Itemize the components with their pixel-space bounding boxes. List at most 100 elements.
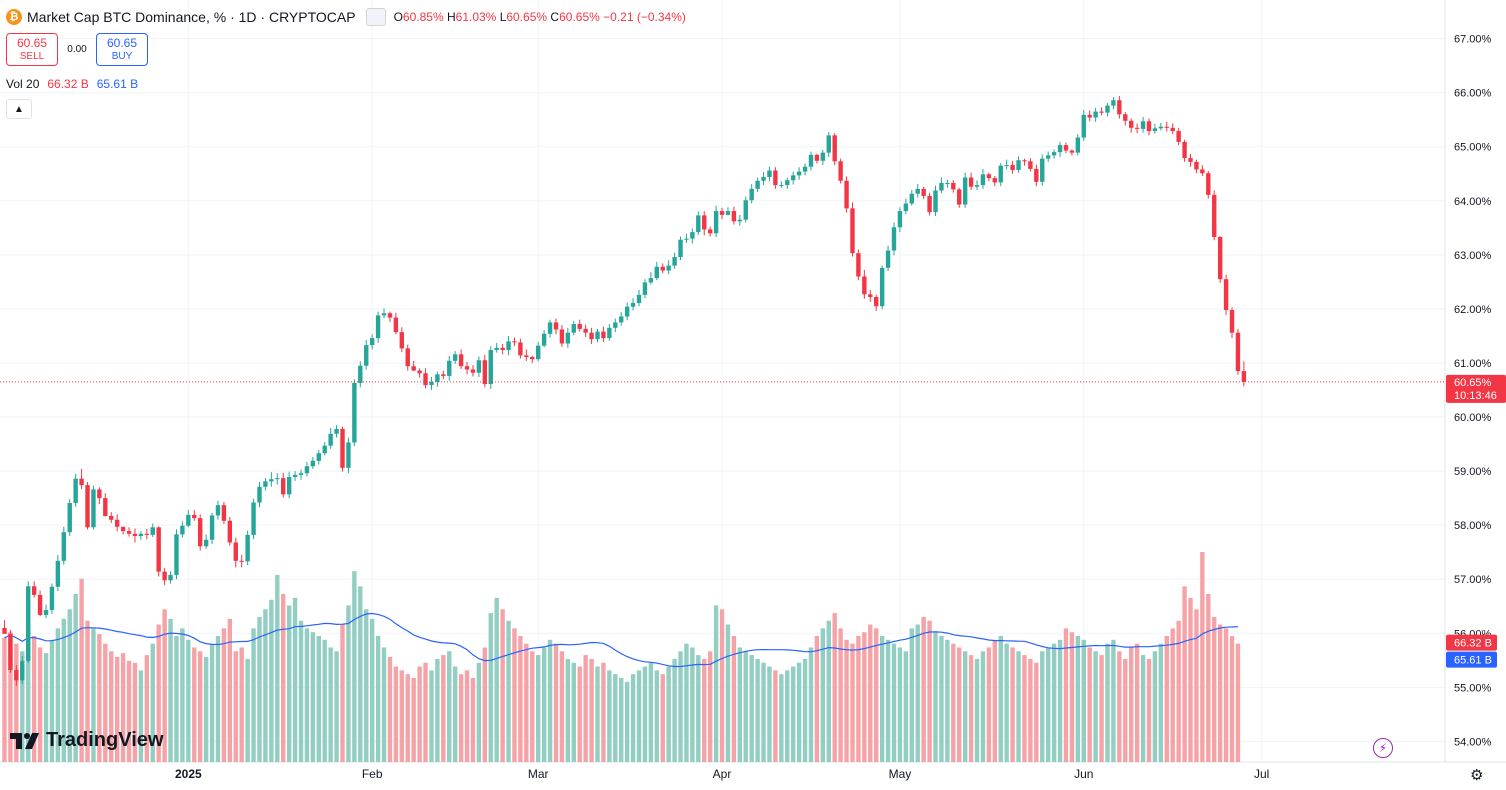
candle [951,180,956,193]
candle [103,493,108,517]
volume-bar [601,662,606,762]
volume-bar [696,655,701,762]
volume-bar [547,639,553,762]
candle [144,528,150,540]
candle-body [874,297,879,307]
candle-body [1028,161,1033,169]
candle [1129,118,1134,133]
lightning-icon[interactable]: ⚡ [1373,738,1393,758]
candle-body [962,177,968,205]
candle [316,450,321,465]
candle [986,172,992,182]
volume-bar [1212,616,1217,762]
x-tick-label: Feb [362,767,383,781]
symbol-title[interactable]: Market Cap BTC Dominance, % · 1D · CRYPT… [27,9,356,25]
candle [209,512,215,545]
candle-body [826,135,831,153]
candle-body [150,527,155,535]
volume-bar [707,651,713,762]
volume-bar [452,666,458,762]
candle-body [20,660,25,681]
candle [512,337,517,347]
candle [298,469,304,480]
candle-body [690,232,695,239]
volume-bar [1217,624,1223,762]
candle-body [951,182,956,190]
candle-body [885,250,891,268]
candle [215,500,221,520]
candle-body [672,257,677,266]
volume-bar [737,647,743,762]
candle [1176,127,1181,146]
candle [494,342,499,353]
candle [1063,142,1069,154]
volume-bar [470,678,476,762]
volume-bar [476,662,482,762]
volume-legend[interactable]: Vol 20 66.32 B 65.61 B [6,77,138,91]
buy-button[interactable]: 60.65 BUY [96,33,148,66]
volume-bar [571,662,576,762]
candle-body [452,354,458,361]
candle-body [773,170,778,186]
tradingview-logo[interactable]: TradingView [10,729,163,752]
volume-bar [1158,643,1164,762]
candle [14,665,19,686]
candle-body [506,341,511,350]
trade-buttons: 60.65 SELL 0.00 60.65 BUY [6,33,148,66]
candle-body [1016,160,1021,170]
volume-bar [1063,628,1069,762]
volume-bar [933,632,938,762]
volume-bar [624,681,630,762]
open-value: 60.85% [402,10,444,24]
candle [49,583,55,614]
volume-bar [897,647,903,762]
candle-body [352,382,357,443]
candle-body [174,534,179,575]
time-axis[interactable]: 2025 Feb Mar Apr May Jun Jul [175,767,1269,781]
sell-button[interactable]: 60.65 SELL [6,33,58,66]
candle [55,554,61,592]
volume-bar [168,618,173,762]
volume-bar [1200,552,1205,762]
candle [1093,107,1098,122]
volume-bar [257,616,262,762]
candle [672,252,677,269]
collapse-legend-button[interactable]: ▲ [6,99,32,119]
volume-bar [120,653,126,762]
volume-legend-value: 66.32 B [47,77,89,91]
volume-bar [512,628,517,762]
candle-body [2,627,7,634]
volume-bar [868,624,873,762]
candle-body [316,453,321,461]
candle-body [417,370,422,374]
candle [660,263,665,274]
volume-bar [8,632,13,762]
candle [269,472,274,487]
candle [613,318,618,333]
candle [441,370,446,380]
gear-icon[interactable]: ⚙ [1470,767,1484,784]
change-value: −0.21 (−0.34%) [603,10,686,24]
volume-bar [506,620,511,762]
candle [364,339,369,370]
candle [559,325,565,347]
candle [856,249,861,281]
candle [399,327,405,353]
candle-body [458,354,464,367]
candle-body [500,347,505,350]
volume-bar [251,628,256,762]
eye-icon[interactable] [365,8,386,26]
candle-body [891,227,897,251]
candle [624,302,630,321]
candle-body [595,331,600,340]
candle [138,531,144,540]
volume-bar [909,628,914,762]
candle-body [186,514,191,526]
candle [992,175,998,187]
candle-body [1075,137,1081,153]
volume-bar [43,653,49,762]
candle-body [162,571,167,581]
chart-grid [0,0,1506,763]
candle [785,177,790,189]
